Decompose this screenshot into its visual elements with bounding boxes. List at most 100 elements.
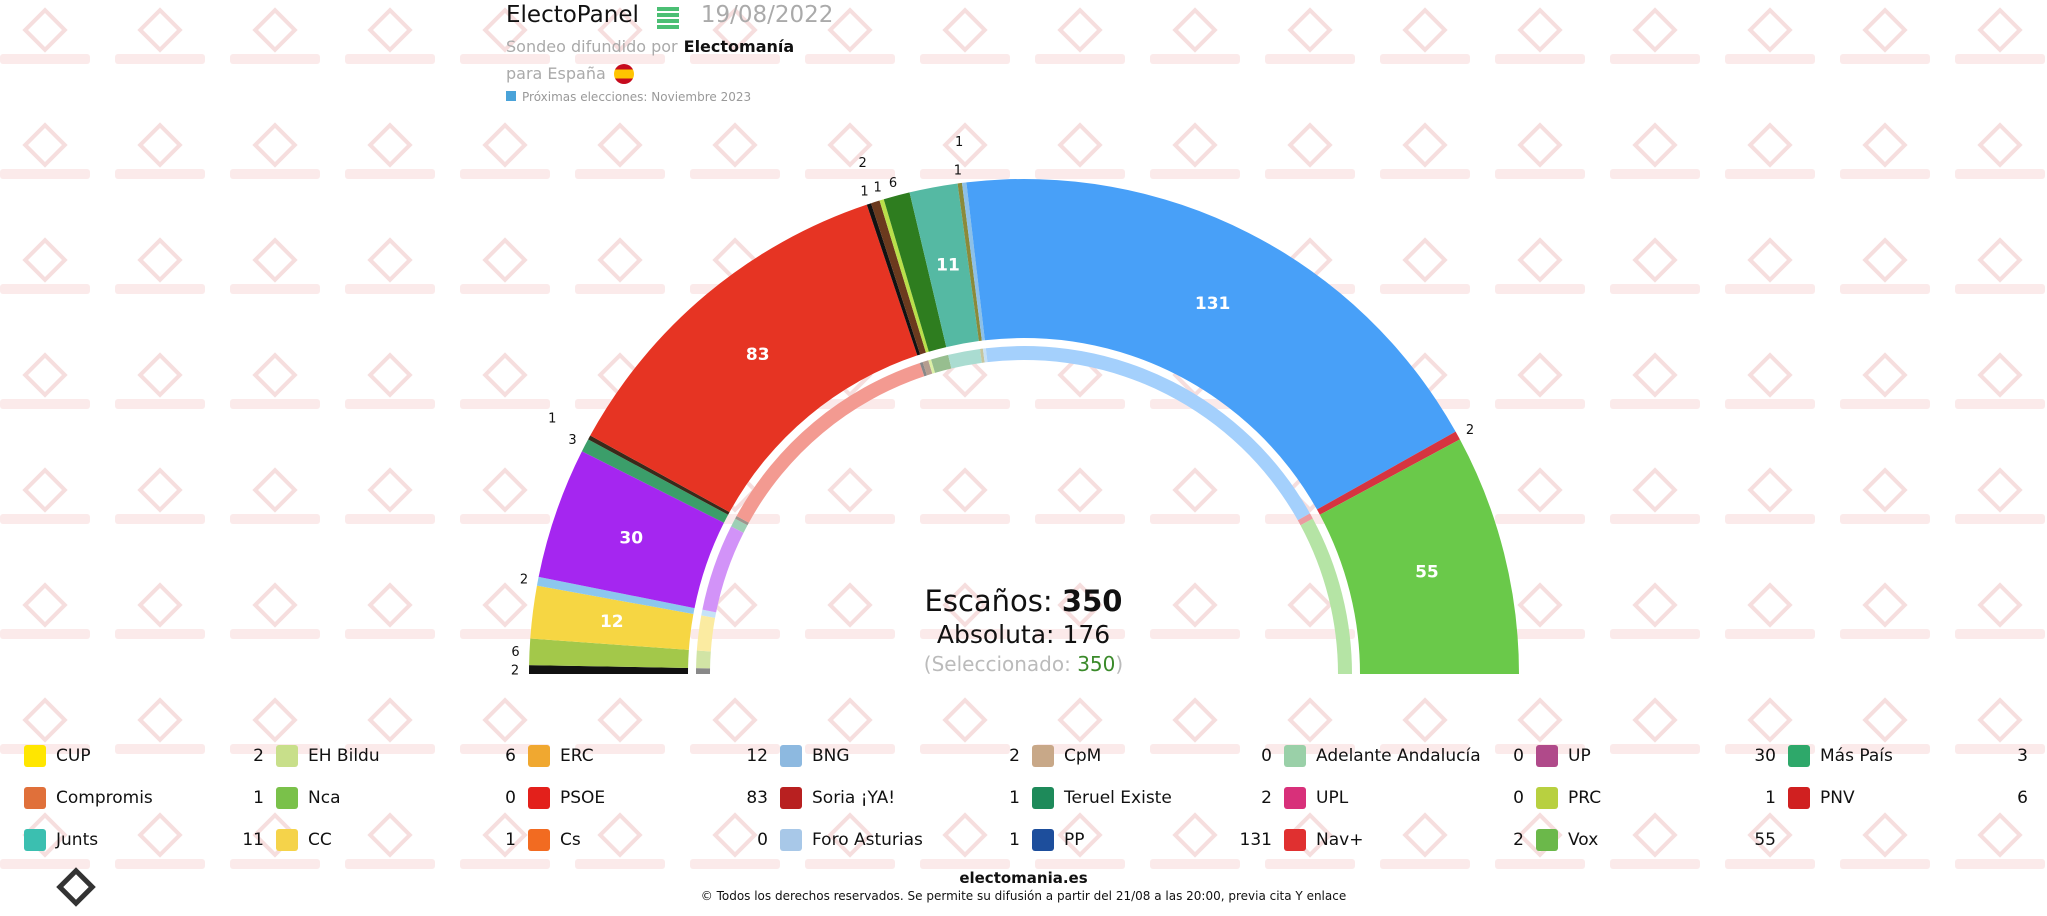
seats-total: Escaños: 350	[0, 584, 2047, 618]
party-logo-icon	[1032, 745, 1054, 767]
selected-segment	[985, 346, 1310, 521]
selected-segment	[702, 526, 744, 613]
party-logo-icon	[780, 745, 802, 767]
seat-segment[interactable]	[588, 435, 730, 515]
segment-label: 3	[568, 433, 576, 448]
footer-copyright: © Todos los derechos reservados. Se perm…	[700, 889, 1347, 903]
party-logo-icon	[276, 745, 298, 767]
legend-item[interactable]: CpM 0	[1032, 745, 1272, 767]
selected: (Seleccionado: 350)	[0, 652, 2047, 676]
party-name: Junts	[56, 830, 99, 850]
legend-item[interactable]: Más País 3	[1788, 745, 2028, 767]
seats-label: Escaños:	[924, 584, 1053, 618]
electopanel-logo-icon	[656, 6, 679, 29]
seat-segment[interactable]	[879, 199, 929, 353]
seat-segment[interactable]	[957, 182, 982, 342]
legend-item[interactable]: EH Bildu 6	[276, 745, 516, 767]
party-logo-icon	[780, 787, 802, 809]
selected-suffix: )	[1115, 652, 1124, 676]
party-name: Soria ¡YA!	[812, 788, 896, 808]
party-logo-icon	[1536, 829, 1558, 851]
segment-label: 1	[548, 411, 556, 426]
legend-item[interactable]: Vox 55	[1536, 829, 1776, 851]
selected-segment	[696, 650, 711, 669]
party-seats: 6	[505, 746, 516, 766]
segment-label: 12	[600, 612, 624, 632]
party-seats: 0	[1513, 788, 1524, 808]
segment-label: 11	[936, 256, 960, 276]
legend-item[interactable]: ERC 12	[528, 745, 768, 767]
legend-item[interactable]: Nav+ 2	[1284, 829, 1524, 851]
legend-item[interactable]: Adelante Andalucía 0	[1284, 745, 1524, 767]
selected-value: 350	[1077, 652, 1116, 676]
party-seats: 1	[505, 830, 516, 850]
legend-item[interactable]: Compromis 1	[24, 787, 264, 809]
legend-item[interactable]: Junts 11	[24, 829, 264, 851]
legend-item[interactable]: PNV 6	[1788, 787, 2028, 809]
legend-item[interactable]: PRC 1	[1536, 787, 1776, 809]
legend-item[interactable]: UP 30	[1536, 745, 1776, 767]
seat-segment[interactable]	[961, 182, 985, 341]
party-name: Adelante Andalucía	[1316, 746, 1481, 766]
seat-segment[interactable]	[529, 638, 689, 668]
legend-item[interactable]: Foro Asturias 1	[780, 829, 1020, 851]
party-seats: 1	[1009, 788, 1020, 808]
party-seats: 0	[757, 830, 768, 850]
legend-item[interactable]: BNG 2	[780, 745, 1020, 767]
party-name: Foro Asturias	[812, 830, 923, 850]
party-name: UP	[1568, 746, 1591, 766]
legend-item[interactable]: CUP 2	[24, 745, 264, 767]
selected-segment	[931, 354, 952, 373]
legend-item[interactable]: Cs 0	[528, 829, 768, 851]
legend-item[interactable]: Teruel Existe 2	[1032, 787, 1272, 809]
seat-segment[interactable]	[866, 203, 921, 356]
party-logo-icon	[528, 787, 550, 809]
seat-segment[interactable]	[530, 585, 694, 650]
segment-label: 2	[1466, 423, 1474, 438]
legend-item[interactable]: Nca 0	[276, 787, 516, 809]
segment-label: 1	[860, 185, 868, 200]
seat-segment[interactable]	[883, 192, 947, 352]
app-title: ElectoPanel	[506, 2, 639, 28]
party-seats: 83	[746, 788, 768, 808]
party-logo-icon	[24, 787, 46, 809]
segment-label: 6	[511, 645, 519, 660]
legend-item[interactable]: PSOE 83	[528, 787, 768, 809]
seat-segment[interactable]	[1316, 431, 1460, 515]
seat-segment[interactable]	[536, 576, 695, 615]
party-logo-icon	[1284, 829, 1306, 851]
seat-segment[interactable]	[1319, 439, 1519, 674]
party-logo-icon	[24, 829, 46, 851]
segment-label: 6	[889, 176, 897, 191]
sondeo-label: Sondeo difundido por	[506, 36, 678, 56]
seat-segment[interactable]	[538, 451, 724, 609]
party-name: CUP	[56, 746, 91, 766]
ballot-box-icon	[506, 91, 516, 101]
party-seats: 0	[1261, 746, 1272, 766]
legend-item[interactable]: UPL 0	[1284, 787, 1524, 809]
seat-segment[interactable]	[871, 200, 926, 355]
party-name: PRC	[1568, 788, 1602, 808]
party-seats: 55	[1754, 830, 1776, 850]
seat-segment[interactable]	[966, 179, 1456, 510]
party-name: Compromis	[56, 788, 153, 808]
seat-segment[interactable]	[581, 439, 729, 523]
party-logo-icon	[780, 829, 802, 851]
selected-segment	[919, 362, 927, 377]
segment-label: 2	[511, 663, 519, 678]
legend-item[interactable]: Soria ¡YA! 1	[780, 787, 1020, 809]
party-logo-icon	[1032, 787, 1054, 809]
legend-item[interactable]: CC 1	[276, 829, 516, 851]
legend-item[interactable]: PP 131	[1032, 829, 1272, 851]
party-seats: 3	[2017, 746, 2028, 766]
majority-label: Absoluta:	[936, 620, 1055, 649]
segment-label: 1	[955, 135, 963, 150]
party-logo-icon	[276, 787, 298, 809]
selected-segment	[696, 615, 716, 652]
seat-segment[interactable]	[529, 665, 689, 674]
seat-segment[interactable]	[909, 183, 979, 348]
seat-segment[interactable]	[590, 204, 918, 513]
footer-site[interactable]: electomania.es	[959, 869, 1088, 887]
party-name: Nca	[308, 788, 341, 808]
